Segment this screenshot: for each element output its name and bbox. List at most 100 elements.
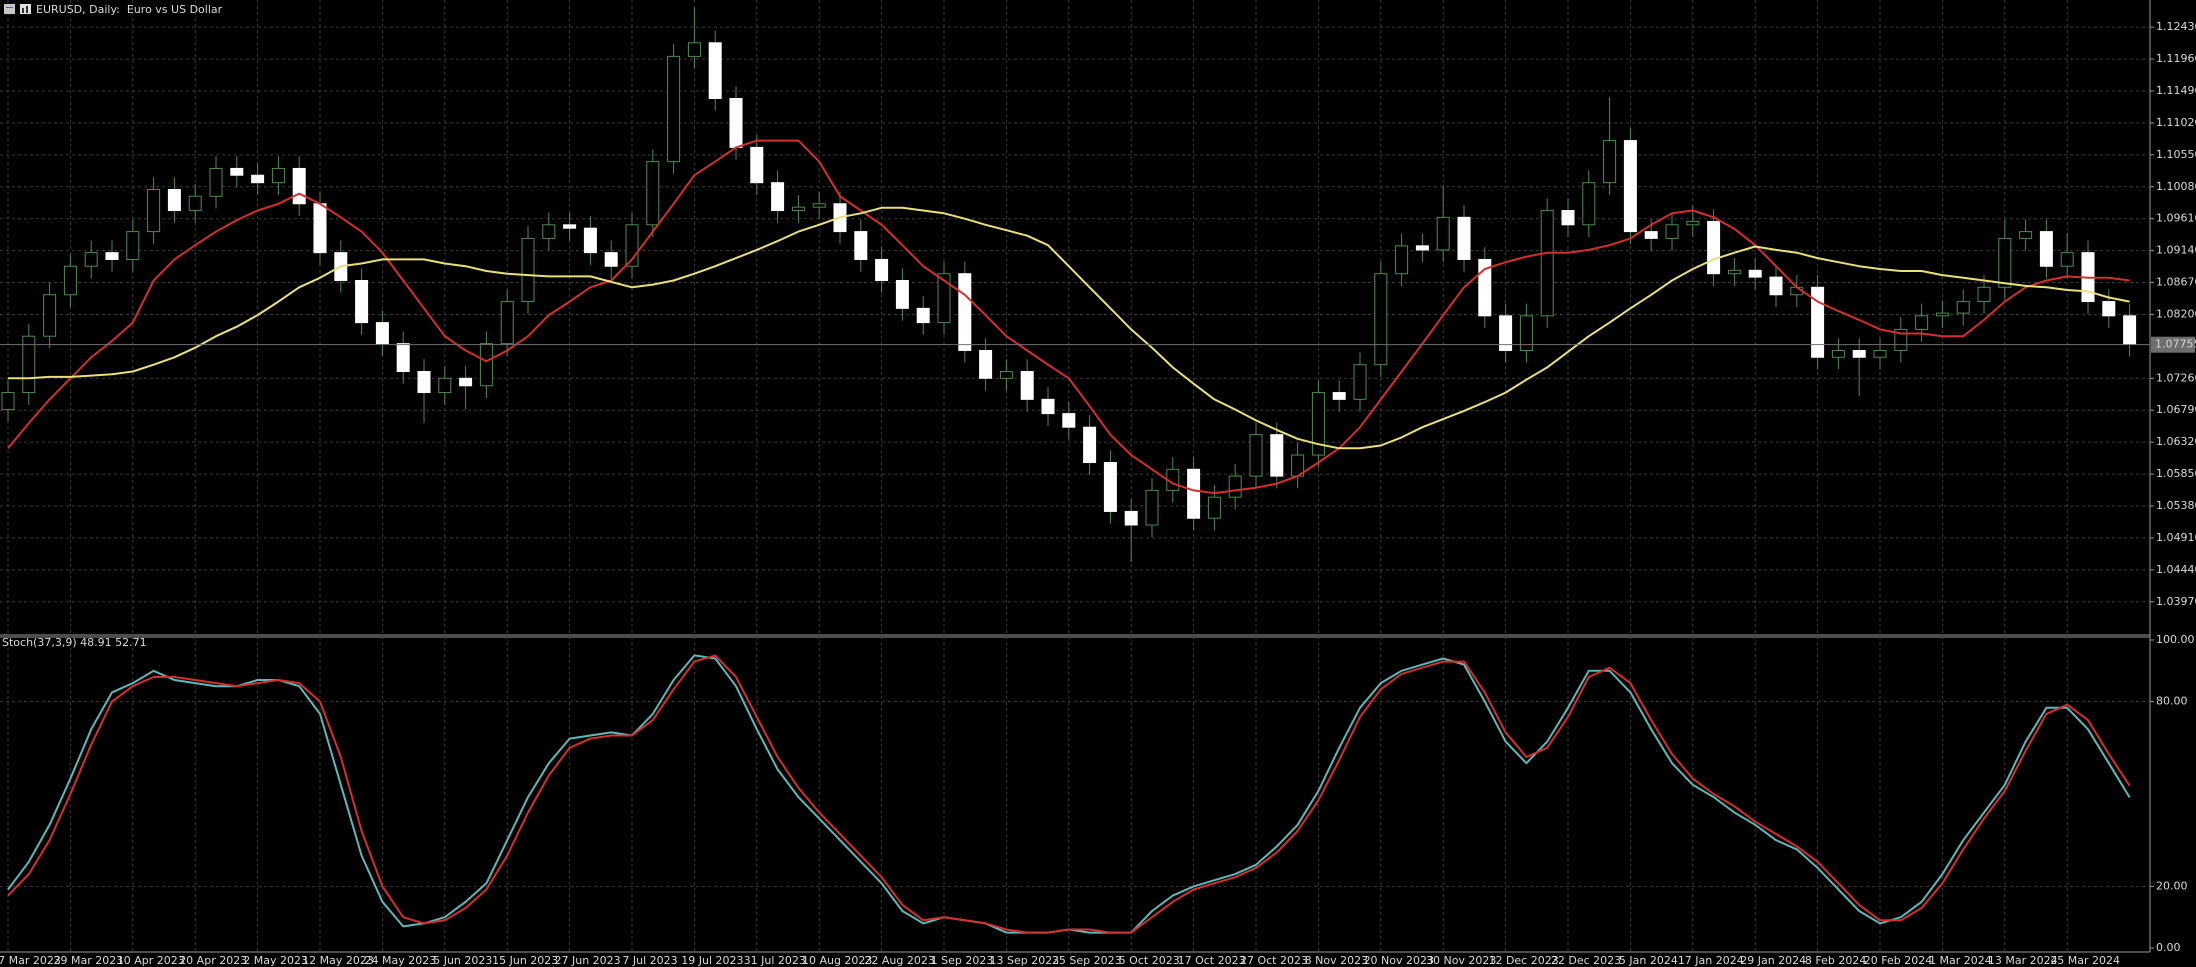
candle-body xyxy=(979,349,993,379)
x-tick-label: 30 Nov 2023 xyxy=(1426,954,1496,967)
candle-body xyxy=(1915,315,1929,330)
indicator-line xyxy=(7,139,2130,495)
candle-body xyxy=(1894,328,1908,351)
candle-body xyxy=(1395,245,1409,275)
header: EURUSD, Daily: Euro vs US Dollar xyxy=(4,3,223,16)
candle-body xyxy=(2102,301,2116,317)
x-tick-label: 8 Nov 2023 xyxy=(1305,954,1368,967)
candle-body xyxy=(2039,231,2053,267)
candle-body xyxy=(1415,245,1429,251)
candle-body xyxy=(1187,468,1201,519)
candle-body xyxy=(1145,489,1159,526)
candle-body xyxy=(1582,182,1596,226)
candle-body xyxy=(1249,434,1263,477)
candle-body xyxy=(1,392,15,411)
candle-body xyxy=(1519,315,1533,351)
y-tick-label: 1.09610 xyxy=(2156,212,2196,225)
candle-body xyxy=(313,203,327,254)
candle-body xyxy=(1041,398,1055,415)
x-tick-label: 8 Feb 2024 xyxy=(1805,954,1866,967)
candle-body xyxy=(854,231,868,260)
chart-icon xyxy=(20,4,31,14)
candle-body xyxy=(43,294,57,337)
candle-body xyxy=(1228,475,1242,498)
y-tick-label: 80.00 xyxy=(2156,695,2188,708)
candle-body xyxy=(1831,349,1845,358)
candle-body xyxy=(1748,269,1762,278)
candle-body xyxy=(1499,315,1513,351)
x-tick-label: 1 Sep 2023 xyxy=(931,954,994,967)
candle-body xyxy=(1270,434,1284,477)
indicator-line xyxy=(8,206,2130,450)
x-tick-label: 5 Jan 2024 xyxy=(1619,954,1678,967)
candle-body xyxy=(2123,315,2137,345)
candle-body xyxy=(1374,273,1388,366)
candle-body xyxy=(500,301,514,345)
candle-body xyxy=(1332,392,1346,400)
candle-body xyxy=(105,252,119,260)
x-tick-label: 17 Mar 2023 xyxy=(0,954,61,967)
x-tick-label: 20 Nov 2023 xyxy=(1364,954,1434,967)
candle-body xyxy=(438,377,452,394)
x-tick-label: 13 Sep 2023 xyxy=(990,954,1060,967)
x-tick-label: 17 Oct 2023 xyxy=(1178,954,1246,967)
y-tick-label: 1.11960 xyxy=(2156,52,2196,65)
candle-body xyxy=(1603,140,1617,184)
candle-body xyxy=(1020,371,1034,400)
candle-body xyxy=(542,224,556,239)
chart-icon-bar xyxy=(22,8,24,13)
y-tick-label: 20.00 xyxy=(2156,879,2188,892)
y-tick-label: 0.00 xyxy=(2156,941,2181,954)
x-tick-label: 20 Feb 2024 xyxy=(1864,954,1932,967)
candle-body xyxy=(895,280,909,309)
chart-title: EURUSD, Daily: Euro vs US Dollar xyxy=(36,3,223,16)
candle-body xyxy=(1873,349,1887,358)
candle-body xyxy=(209,167,223,197)
candle-body xyxy=(459,377,473,387)
candle-body xyxy=(1207,496,1221,519)
candle-body xyxy=(63,265,77,296)
chart-icon-bar xyxy=(26,6,28,13)
candle-body xyxy=(2060,252,2074,267)
candle-body xyxy=(375,322,389,345)
candle-body xyxy=(937,273,951,324)
candle-body xyxy=(251,174,265,184)
y-tick-label: 1.04440 xyxy=(2156,563,2196,576)
candle-body xyxy=(1707,220,1721,275)
y-tick-label: 1.04910 xyxy=(2156,531,2196,544)
candle-body xyxy=(729,97,743,148)
last-price-box xyxy=(2151,336,2195,353)
candle-body xyxy=(1083,426,1097,464)
candle-body xyxy=(1852,349,1866,358)
candle-body xyxy=(1686,220,1700,226)
candle-body xyxy=(1311,392,1325,456)
candle-body xyxy=(708,42,722,99)
candle-body xyxy=(1561,210,1575,226)
candle-body xyxy=(1956,301,1970,314)
candle-body xyxy=(916,307,930,324)
candle-body xyxy=(147,188,161,233)
candle-body xyxy=(875,258,889,282)
x-tick-label: 12 May 2023 xyxy=(302,954,374,967)
y-tick-label: 1.11490 xyxy=(2156,84,2196,97)
y-tick-label: 1.06320 xyxy=(2156,435,2196,448)
indicator-line xyxy=(7,654,2131,934)
y-tick-label: 1.12430 xyxy=(2156,20,2196,33)
y-tick-label: 1.10550 xyxy=(2156,148,2196,161)
candle-body xyxy=(1935,312,1949,317)
x-tick-label: 17 Jan 2024 xyxy=(1678,954,1744,967)
y-tick-label: 1.08200 xyxy=(2156,307,2196,320)
x-tick-label: 27 Oct 2023 xyxy=(1240,954,1308,967)
candle-body xyxy=(646,161,660,226)
candle-body xyxy=(812,203,826,208)
candle-body xyxy=(417,371,431,394)
candle-body xyxy=(750,146,764,184)
candle-body xyxy=(687,42,701,57)
x-tick-label: 20 Apr 2023 xyxy=(179,954,247,967)
candle-body xyxy=(479,343,493,387)
y-tick-label: 1.03970 xyxy=(2156,595,2196,608)
candle-body xyxy=(1457,216,1471,260)
x-tick-label: 2 May 2023 xyxy=(243,954,308,967)
